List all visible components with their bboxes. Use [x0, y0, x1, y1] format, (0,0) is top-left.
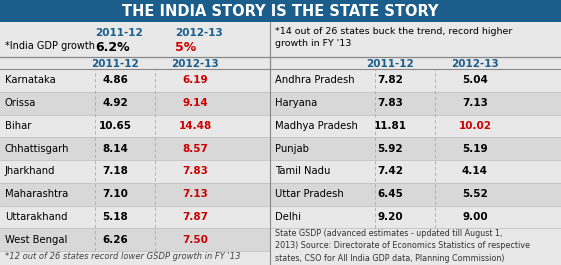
Text: 8.57: 8.57	[182, 144, 208, 154]
Text: 9.14: 9.14	[182, 98, 208, 108]
Text: 7.13: 7.13	[462, 98, 488, 108]
Text: 10.02: 10.02	[458, 121, 491, 131]
Bar	[0, 137, 270, 160]
Text: 5.19: 5.19	[462, 144, 488, 154]
Text: Delhi: Delhi	[275, 212, 301, 222]
Text: 6.26: 6.26	[102, 235, 128, 245]
Text: Maharashtra: Maharashtra	[5, 189, 68, 199]
Bar	[270, 137, 561, 160]
Text: Haryana: Haryana	[275, 98, 318, 108]
Text: 6.2%: 6.2%	[95, 41, 130, 54]
Bar	[0, 69, 270, 92]
Bar	[270, 160, 561, 183]
Bar	[270, 114, 561, 137]
Text: Punjab: Punjab	[275, 144, 309, 154]
Text: 5.52: 5.52	[462, 189, 488, 199]
Text: Orissa: Orissa	[5, 98, 36, 108]
Text: 2012-13: 2012-13	[171, 59, 219, 69]
Text: 7.13: 7.13	[182, 189, 208, 199]
Text: 2011-12: 2011-12	[366, 59, 414, 69]
Text: 2011-12: 2011-12	[91, 59, 139, 69]
Text: Tamil Nadu: Tamil Nadu	[275, 166, 330, 176]
Text: 2012-13: 2012-13	[451, 59, 499, 69]
Text: 7.42: 7.42	[377, 166, 403, 176]
Bar	[0, 57, 561, 69]
Text: 14.48: 14.48	[178, 121, 211, 131]
Text: *12 out of 26 states record lower GSDP growth in FY '13: *12 out of 26 states record lower GSDP g…	[5, 252, 241, 261]
Text: 7.82: 7.82	[377, 75, 403, 85]
Text: State GSDP (advanced estimates - updated till August 1,
2013) Source: Directorat: State GSDP (advanced estimates - updated…	[275, 229, 530, 263]
Bar	[0, 183, 270, 205]
Text: THE INDIA STORY IS THE STATE STORY: THE INDIA STORY IS THE STATE STORY	[122, 3, 439, 19]
Text: 4.92: 4.92	[102, 98, 128, 108]
Text: 7.83: 7.83	[377, 98, 403, 108]
Text: 5.92: 5.92	[377, 144, 403, 154]
Bar	[0, 92, 270, 114]
Text: 5.04: 5.04	[462, 75, 488, 85]
Bar	[0, 205, 270, 228]
Text: 11.81: 11.81	[374, 121, 407, 131]
Bar	[0, 160, 270, 183]
Text: *India GDP growth: *India GDP growth	[5, 41, 95, 51]
Text: 9.00: 9.00	[462, 212, 488, 222]
Bar	[0, 228, 270, 251]
Text: West Bengal: West Bengal	[5, 235, 67, 245]
Bar	[0, 22, 561, 57]
Text: *14 out of 26 states buck the trend, record higher
growth in FY '13: *14 out of 26 states buck the trend, rec…	[275, 27, 512, 48]
Text: 4.86: 4.86	[102, 75, 128, 85]
Text: 5%: 5%	[175, 41, 196, 54]
Text: 2011-12: 2011-12	[95, 28, 142, 38]
Text: 8.14: 8.14	[102, 144, 128, 154]
Text: Andhra Pradesh: Andhra Pradesh	[275, 75, 355, 85]
Text: 7.10: 7.10	[102, 189, 128, 199]
Text: Uttarakhand: Uttarakhand	[5, 212, 67, 222]
Bar	[270, 92, 561, 114]
Bar	[0, 0, 561, 22]
Text: 7.50: 7.50	[182, 235, 208, 245]
Text: 6.45: 6.45	[377, 189, 403, 199]
Text: Chhattisgarh: Chhattisgarh	[5, 144, 70, 154]
Text: 10.65: 10.65	[99, 121, 131, 131]
Text: 5.18: 5.18	[102, 212, 128, 222]
Text: Jharkhand: Jharkhand	[5, 166, 56, 176]
Text: 2012-13: 2012-13	[175, 28, 223, 38]
Text: 7.18: 7.18	[102, 166, 128, 176]
Text: 6.19: 6.19	[182, 75, 208, 85]
Text: Bihar: Bihar	[5, 121, 31, 131]
Text: 7.83: 7.83	[182, 166, 208, 176]
Text: 7.87: 7.87	[182, 212, 208, 222]
Text: 4.14: 4.14	[462, 166, 488, 176]
Text: 9.20: 9.20	[377, 212, 403, 222]
Bar	[270, 183, 561, 205]
Text: Karnataka: Karnataka	[5, 75, 56, 85]
Bar	[0, 114, 270, 137]
Text: Madhya Pradesh: Madhya Pradesh	[275, 121, 358, 131]
Bar	[270, 205, 561, 228]
Bar	[270, 69, 561, 92]
Text: Uttar Pradesh: Uttar Pradesh	[275, 189, 344, 199]
